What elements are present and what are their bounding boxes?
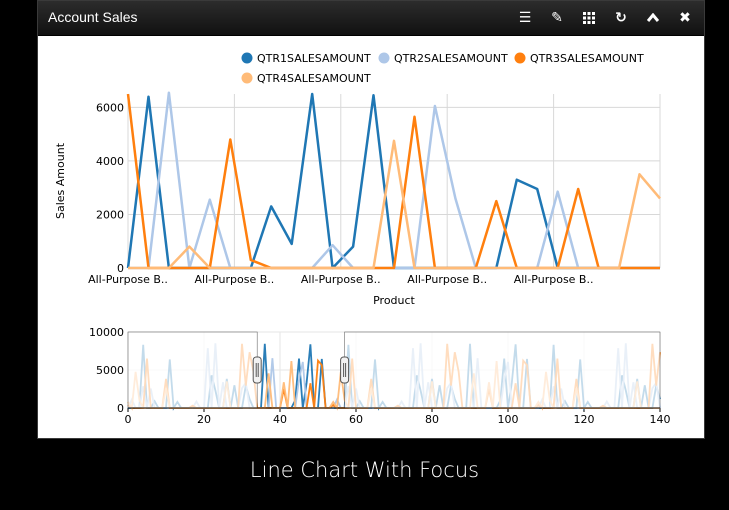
context-x-tick-label: 20 <box>197 413 211 426</box>
context-y-tick-label: 0 <box>117 402 124 415</box>
line-chart: QTR1SALESAMOUNT QTR2SALESAMOUNT QTR3SALESA… <box>54 52 671 426</box>
context-mask-left <box>127 331 258 409</box>
context-y-tick-label: 5000 <box>96 364 124 377</box>
series-line <box>126 92 660 270</box>
panel-title: Account Sales <box>48 9 138 25</box>
grid-icon[interactable] <box>580 9 598 27</box>
y-tick-label: 2000 <box>96 208 124 221</box>
context-x-tick-label: 60 <box>349 413 363 426</box>
x-tick-label: All-Purpose B.. <box>195 273 275 286</box>
menu-icon[interactable]: ☰ <box>518 10 532 26</box>
legend-marker <box>378 52 390 64</box>
x-tick-label: All-Purpose B.. <box>407 273 487 286</box>
x-axis-label: Product <box>373 294 415 307</box>
x-tick-label: All-Purpose B.. <box>88 273 168 286</box>
focus-chart: 0 2000 4000 6000 All-Purpose B.. All-Purpose … <box>54 91 661 307</box>
legend-label: QTR2SALESAMOUNT <box>394 52 508 65</box>
legend-label: QTR1SALESAMOUNT <box>257 52 371 65</box>
context-x-tick-label: 0 <box>125 413 132 426</box>
legend: QTR1SALESAMOUNT QTR2SALESAMOUNT QTR3SALESA… <box>241 52 644 85</box>
y-tick-label: 6000 <box>96 101 124 114</box>
context-y-tick-label: 10000 <box>89 326 124 339</box>
y-tick-label: 0 <box>117 262 124 275</box>
legend-marker <box>241 52 253 64</box>
legend-label: QTR3SALESAMOUNT <box>530 52 644 65</box>
caption: Line Chart With Focus <box>249 458 480 482</box>
brush-handle-left[interactable] <box>252 356 262 384</box>
x-tick-label: All-Purpose B.. <box>514 273 594 286</box>
context-x-tick-label: 40 <box>273 413 287 426</box>
context-x-tick-label: 80 <box>425 413 439 426</box>
context-x-tick-label: 120 <box>574 413 595 426</box>
refresh-icon[interactable]: ↻ <box>615 10 627 26</box>
close-icon[interactable]: ✖ <box>679 10 691 26</box>
legend-label: QTR4SALESAMOUNT <box>257 72 371 85</box>
y-axis-label: Sales Amount <box>54 142 67 219</box>
account-sales-panel: Account Sales ☰ ✎ ↻ ✖ QTR1SALESAMOUNT QTR… <box>37 0 705 439</box>
series-line <box>128 139 661 270</box>
brush-handle-grip <box>252 356 262 384</box>
context-mask-right <box>344 331 661 409</box>
legend-marker <box>514 52 526 64</box>
context-x-tick-label: 100 <box>498 413 519 426</box>
legend-marker <box>241 72 253 84</box>
x-tick-label: All-Purpose B.. <box>301 273 381 286</box>
context-chart: 0 20 40 60 80 100 120 140 0 5000 10000 <box>89 326 671 426</box>
series-line <box>128 91 660 270</box>
chart-area: QTR1SALESAMOUNT QTR2SALESAMOUNT QTR3SALESA… <box>38 36 704 438</box>
y-tick-label: 4000 <box>96 155 124 168</box>
context-x-tick-label: 140 <box>650 413 671 426</box>
panel-titlebar: Account Sales ☰ ✎ ↻ ✖ <box>38 1 704 36</box>
collapse-icon[interactable] <box>644 9 662 27</box>
brush-handle-grip <box>340 356 350 384</box>
brush-handle-right[interactable] <box>340 356 350 384</box>
pencil-icon[interactable]: ✎ <box>551 10 563 26</box>
titlebar-toolbar: ☰ ✎ ↻ ✖ <box>516 9 694 27</box>
series-line <box>126 93 660 270</box>
